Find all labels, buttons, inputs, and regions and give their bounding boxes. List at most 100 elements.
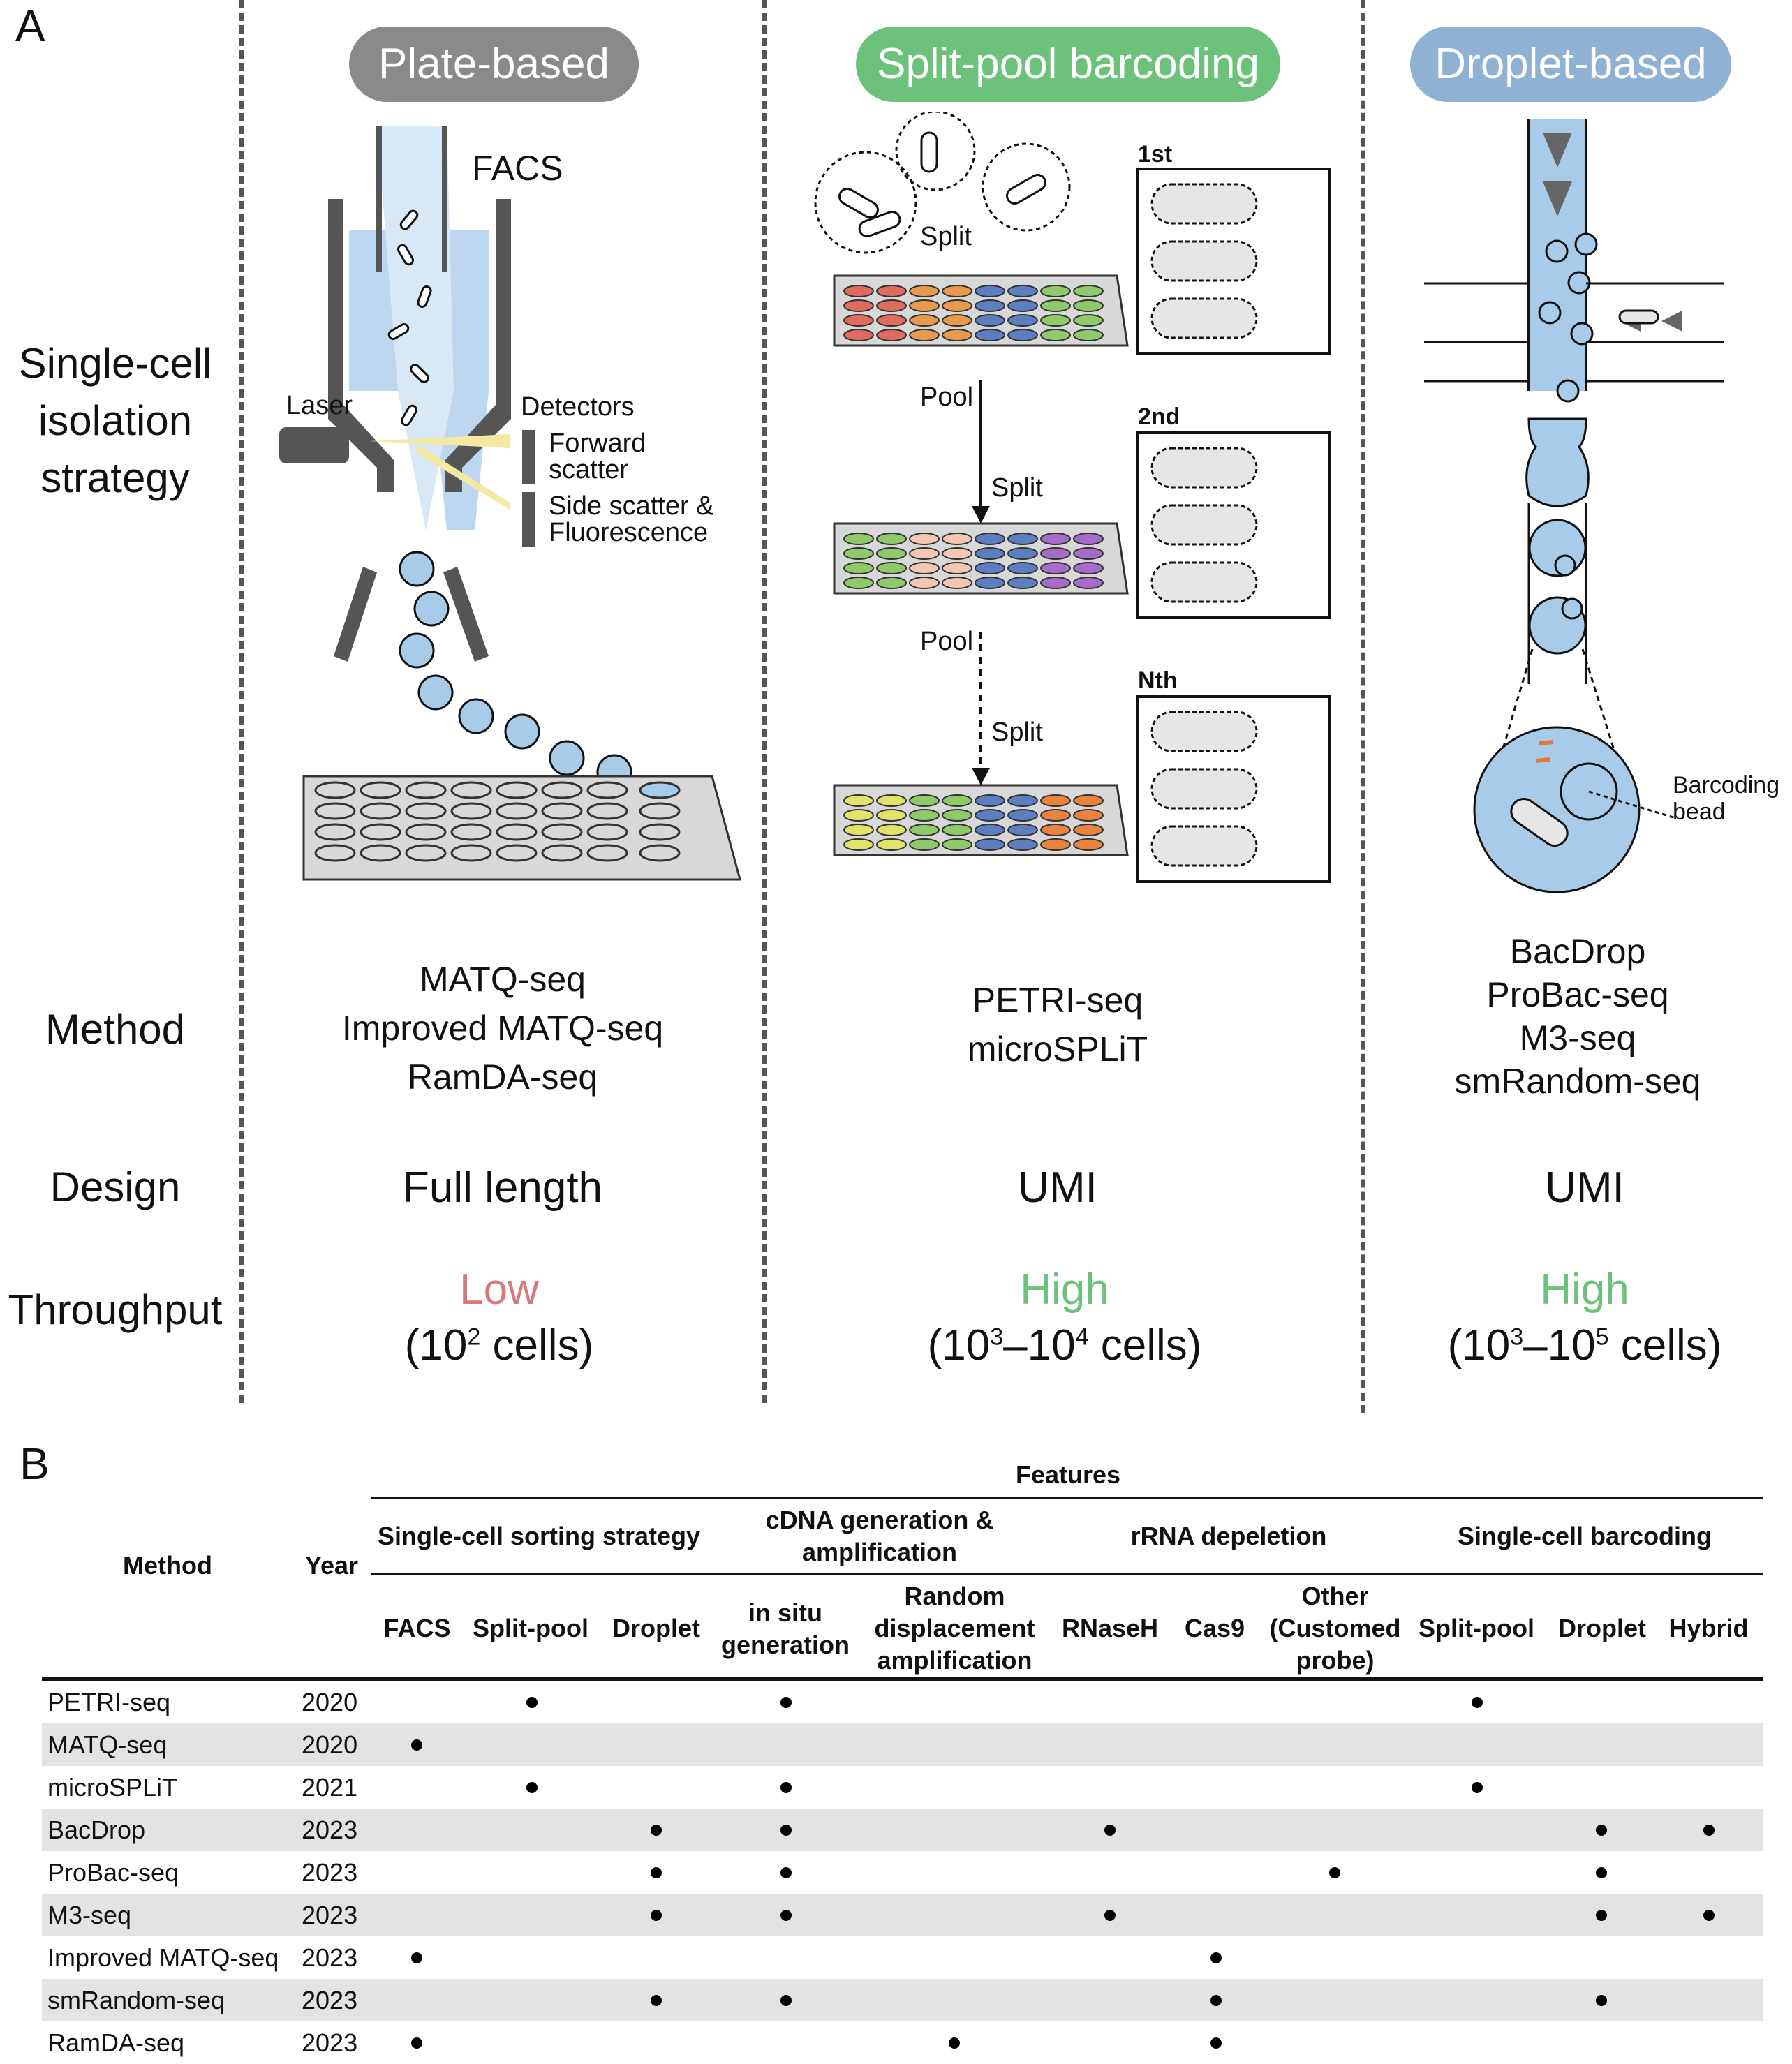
header-rule bbox=[371, 1497, 1763, 1499]
well bbox=[1073, 314, 1104, 327]
method-name: PETRI-seq bbox=[972, 981, 1143, 1020]
table-row: Improved MATQ-seq 2023 bbox=[42, 1936, 1763, 1979]
well bbox=[942, 577, 972, 589]
split-pool-pill: Split-pool barcoding bbox=[856, 27, 1280, 102]
method-name: ProBac-seq bbox=[1486, 975, 1669, 1014]
row-year: 2023 bbox=[302, 1901, 358, 1929]
header-line: amplification bbox=[877, 1646, 1032, 1675]
feature-dot bbox=[780, 1697, 792, 1708]
well bbox=[876, 809, 907, 822]
well bbox=[942, 299, 972, 312]
well bbox=[1040, 285, 1071, 297]
well bbox=[1007, 533, 1038, 545]
well bbox=[975, 562, 1005, 574]
feature-dot bbox=[1210, 1952, 1222, 1963]
well bbox=[843, 314, 874, 327]
column-divider bbox=[239, 0, 244, 1403]
barcoded-cell bbox=[1150, 297, 1258, 339]
group-rrna-depletion: rRNA depeletion bbox=[1130, 1522, 1327, 1550]
well bbox=[909, 577, 940, 589]
round-1st-label: 1st bbox=[1138, 141, 1173, 168]
sub-split-pool: Split-pool bbox=[473, 1614, 588, 1642]
well bbox=[843, 809, 874, 822]
well bbox=[843, 824, 874, 836]
plate-design: Full length bbox=[402, 1164, 603, 1212]
label-line: Fluorescence bbox=[549, 518, 709, 547]
well bbox=[1073, 577, 1104, 589]
range-text: –10 bbox=[1003, 1321, 1076, 1369]
laser-label: Laser bbox=[286, 391, 353, 420]
group-barcoding: Single-cell barcoding bbox=[1457, 1522, 1712, 1550]
barcoded-cell bbox=[1150, 768, 1258, 810]
droplet-throughput-range: (103–105 cells) bbox=[1382, 1321, 1787, 1370]
panel-b-letter: B bbox=[20, 1439, 50, 1489]
well bbox=[1007, 794, 1038, 807]
droplet-throughput-word: High bbox=[1540, 1265, 1629, 1314]
table-top-rule bbox=[42, 1677, 1763, 1681]
range-exponent: 5 bbox=[1595, 1323, 1609, 1351]
split-throughput-range: (103–104 cells) bbox=[824, 1321, 1305, 1370]
label-line: bead bbox=[1673, 799, 1726, 825]
range-text: cells) bbox=[1088, 1321, 1202, 1369]
feature-dot bbox=[780, 1995, 792, 2006]
feature-dot bbox=[1472, 1782, 1483, 1793]
droplet-based-pill: Droplet-based bbox=[1410, 27, 1731, 102]
well bbox=[1007, 285, 1038, 297]
pool-label: Pool bbox=[920, 383, 974, 412]
well bbox=[1040, 577, 1071, 589]
well bbox=[975, 533, 1005, 545]
well bbox=[876, 285, 907, 297]
well bbox=[1040, 314, 1071, 327]
well bbox=[1040, 533, 1071, 545]
feature-dot bbox=[1703, 1825, 1715, 1836]
well bbox=[942, 838, 972, 851]
detectors-label: Detectors bbox=[521, 392, 635, 422]
well bbox=[1040, 794, 1071, 807]
well bbox=[909, 824, 940, 836]
feature-dot bbox=[1104, 1825, 1116, 1836]
label-line: Side scatter & bbox=[549, 491, 714, 521]
row-method: Improved MATQ-seq bbox=[47, 1943, 279, 1972]
well bbox=[942, 547, 972, 560]
well bbox=[942, 285, 972, 297]
feature-dot bbox=[411, 2037, 422, 2049]
feature-dot bbox=[526, 1697, 538, 1708]
well bbox=[843, 794, 874, 807]
sub-rnaseh: RNaseH bbox=[1061, 1614, 1159, 1642]
sub-random-displacement: Random displacement amplification bbox=[866, 1580, 1044, 1677]
well bbox=[909, 809, 940, 822]
label-line: Barcoding bbox=[1673, 772, 1780, 799]
well bbox=[1040, 809, 1071, 822]
feature-dot bbox=[780, 1910, 792, 1921]
well bbox=[909, 314, 940, 327]
header-rule bbox=[371, 1573, 1763, 1575]
range-exponent: 3 bbox=[990, 1323, 1004, 1351]
well bbox=[942, 809, 972, 822]
well bbox=[1073, 824, 1104, 836]
well bbox=[909, 285, 940, 297]
feature-dot bbox=[411, 1952, 422, 1963]
range-text: cells) bbox=[1608, 1321, 1722, 1369]
well bbox=[843, 562, 874, 574]
well bbox=[1007, 299, 1038, 312]
label-line: scatter bbox=[549, 455, 629, 484]
row-label-isolation: Single-cell isolation strategy bbox=[0, 335, 230, 507]
plate-methods: MATQ-seq Improved MATQ-seq RamDA-seq bbox=[265, 955, 740, 1101]
droplet-illustration bbox=[1424, 119, 1724, 893]
detector-icon bbox=[522, 430, 535, 484]
row-label-design: Design bbox=[50, 1164, 181, 1210]
detector-icon bbox=[522, 492, 535, 547]
header-line: displacement bbox=[874, 1614, 1035, 1642]
round-2nd-label: 2nd bbox=[1138, 403, 1180, 430]
well bbox=[876, 577, 907, 589]
well bbox=[1007, 314, 1038, 327]
feature-dot bbox=[1472, 1697, 1483, 1708]
row-method: microSPLiT bbox=[47, 1773, 178, 1802]
well bbox=[843, 577, 874, 589]
well bbox=[1007, 562, 1038, 574]
feature-dot bbox=[651, 1867, 662, 1878]
table-row: smRandom-seq 2023 bbox=[42, 1979, 1763, 2021]
well bbox=[942, 794, 972, 807]
plate-throughput-range: (102 cells) bbox=[265, 1321, 733, 1370]
well bbox=[975, 329, 1005, 341]
